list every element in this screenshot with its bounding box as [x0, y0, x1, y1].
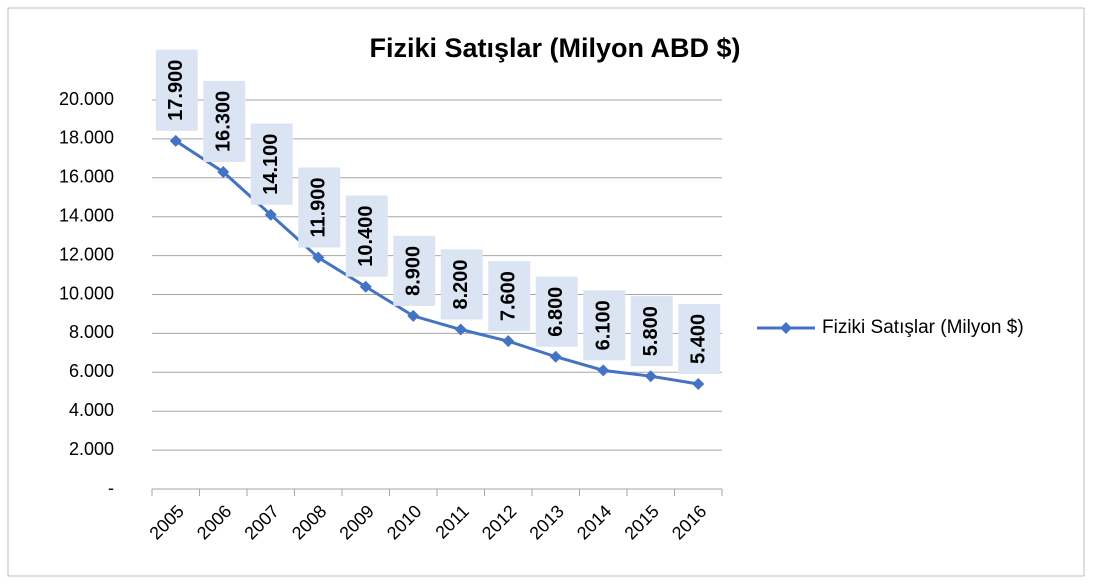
marker — [217, 165, 230, 178]
marker — [264, 208, 277, 221]
data-label-group: 10.400 — [345, 195, 388, 277]
y-tick-label: 12.000 — [59, 244, 114, 264]
data-label-box — [298, 167, 341, 248]
marker — [312, 251, 325, 264]
data-label-group: 5.400 — [678, 303, 721, 374]
y-tick-label: 18.000 — [59, 128, 114, 148]
marker — [454, 323, 467, 336]
data-label-box — [345, 195, 388, 277]
data-label-group: 6.800 — [535, 276, 578, 347]
data-label: 7.600 — [498, 271, 520, 321]
marker — [407, 309, 420, 322]
data-label: 8.900 — [403, 246, 425, 296]
y-tick-label: 6.000 — [69, 361, 114, 381]
marker — [169, 134, 182, 147]
data-label: 5.800 — [640, 306, 662, 356]
y-tick-label: 16.000 — [59, 167, 114, 187]
data-label-group: 8.200 — [440, 249, 483, 320]
y-tick-label: 2.000 — [69, 439, 114, 459]
data-label-group: 16.300 — [203, 80, 246, 162]
marker — [502, 335, 515, 348]
data-label-box — [583, 290, 626, 361]
data-label-box — [440, 249, 483, 320]
data-label: 8.200 — [450, 259, 472, 309]
data-label-group: 6.100 — [583, 290, 626, 361]
data-label: 16.300 — [213, 91, 235, 152]
data-label-group: 5.800 — [630, 296, 673, 367]
y-tick-label: 10.000 — [59, 283, 114, 303]
data-label-box — [203, 80, 246, 162]
data-label: 6.800 — [545, 287, 567, 337]
data-label: 11.900 — [308, 177, 330, 237]
data-label-group: 8.900 — [393, 235, 436, 306]
marker — [597, 364, 610, 377]
y-tick-label: - — [108, 478, 114, 498]
data-label: 10.400 — [355, 206, 377, 267]
data-label-box — [678, 303, 721, 374]
data-label-box — [155, 49, 198, 131]
chart-title: Fiziki Satışlar (Milyon ABD $) — [369, 33, 740, 63]
y-tick-label: 14.000 — [59, 205, 114, 225]
line — [174, 139, 699, 386]
data-label: 17.900 — [165, 60, 187, 121]
data-label-group: 7.600 — [488, 261, 531, 332]
data-label-box — [250, 123, 293, 205]
legend-marker — [780, 322, 792, 334]
marker — [359, 280, 372, 293]
data-label-group: 17.900 — [155, 49, 198, 131]
data-label-group: 14.100 — [250, 123, 293, 205]
y-tick-label: 4.000 — [69, 400, 114, 420]
marker — [549, 350, 562, 363]
data-label-box — [488, 261, 531, 332]
marker — [692, 377, 705, 390]
y-tick-label: 8.000 — [69, 322, 114, 342]
data-label-box — [393, 235, 436, 306]
data-label-box — [630, 296, 673, 367]
marker — [644, 370, 657, 383]
y-tick-label: 20.000 — [59, 89, 114, 109]
data-label: 5.400 — [688, 314, 710, 364]
data-label: 14.100 — [260, 134, 282, 195]
data-label-box — [535, 276, 578, 347]
data-label: 6.100 — [593, 300, 615, 350]
legend-label: Fiziki Satışlar (Milyon $) — [822, 317, 1024, 338]
data-label-group: 11.900 — [298, 167, 341, 248]
